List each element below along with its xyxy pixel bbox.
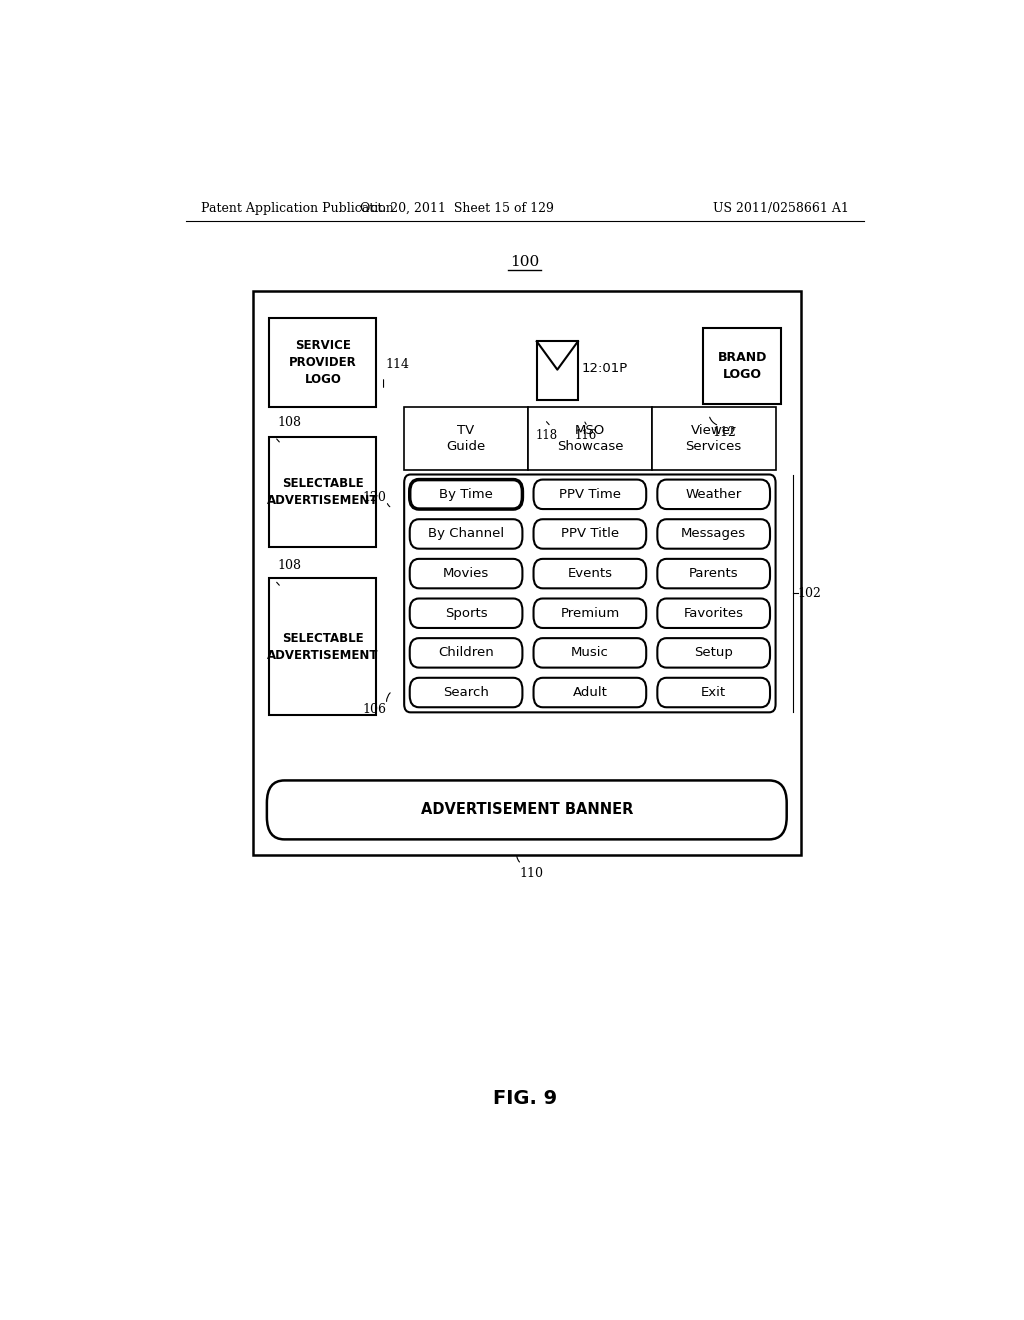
Text: 106: 106: [362, 702, 387, 715]
Text: Children: Children: [438, 647, 494, 660]
FancyBboxPatch shape: [657, 558, 770, 589]
FancyBboxPatch shape: [410, 598, 522, 628]
Text: PPV Title: PPV Title: [561, 528, 618, 540]
Text: TV
Guide: TV Guide: [446, 425, 485, 454]
Text: Viewer
Services: Viewer Services: [685, 425, 741, 454]
Text: PPV Time: PPV Time: [559, 488, 621, 500]
Text: MSO
Showcase: MSO Showcase: [557, 425, 624, 454]
FancyBboxPatch shape: [651, 408, 775, 470]
Text: SERVICE
PROVIDER
LOGO: SERVICE PROVIDER LOGO: [289, 339, 356, 387]
Text: 116: 116: [574, 429, 597, 442]
Text: Oct. 20, 2011  Sheet 15 of 129: Oct. 20, 2011 Sheet 15 of 129: [360, 202, 554, 215]
Text: By Channel: By Channel: [428, 528, 504, 540]
Text: Search: Search: [443, 686, 489, 700]
Text: Favorites: Favorites: [684, 607, 743, 619]
FancyBboxPatch shape: [269, 578, 377, 715]
FancyBboxPatch shape: [534, 598, 646, 628]
Text: 12:01P: 12:01P: [582, 362, 628, 375]
Text: 102: 102: [798, 587, 821, 599]
FancyBboxPatch shape: [537, 342, 578, 400]
FancyBboxPatch shape: [253, 290, 801, 854]
Text: SELECTABLE
ADVERTISEMENT: SELECTABLE ADVERTISEMENT: [267, 632, 379, 661]
Text: Parents: Parents: [689, 568, 738, 579]
Text: 110: 110: [519, 867, 544, 880]
Text: Music: Music: [571, 647, 609, 660]
FancyBboxPatch shape: [657, 598, 770, 628]
FancyBboxPatch shape: [410, 479, 522, 510]
FancyBboxPatch shape: [410, 558, 522, 589]
Text: BRAND
LOGO: BRAND LOGO: [718, 351, 767, 381]
FancyBboxPatch shape: [528, 408, 652, 470]
FancyBboxPatch shape: [657, 677, 770, 708]
Text: Events: Events: [567, 568, 612, 579]
FancyBboxPatch shape: [657, 479, 770, 510]
FancyBboxPatch shape: [269, 437, 377, 546]
Text: 108: 108: [278, 416, 301, 429]
FancyBboxPatch shape: [269, 318, 377, 408]
FancyBboxPatch shape: [410, 677, 522, 708]
FancyBboxPatch shape: [534, 558, 646, 589]
FancyBboxPatch shape: [534, 519, 646, 549]
Text: Setup: Setup: [694, 647, 733, 660]
Text: 108: 108: [278, 560, 301, 572]
Text: US 2011/0258661 A1: US 2011/0258661 A1: [713, 202, 849, 215]
Text: FIG. 9: FIG. 9: [493, 1089, 557, 1107]
Text: SELECTABLE
ADVERTISEMENT: SELECTABLE ADVERTISEMENT: [267, 477, 379, 507]
Text: 100: 100: [510, 255, 540, 269]
FancyBboxPatch shape: [703, 329, 781, 404]
Text: Messages: Messages: [681, 528, 746, 540]
Text: Movies: Movies: [443, 568, 489, 579]
FancyBboxPatch shape: [534, 638, 646, 668]
Text: Sports: Sports: [444, 607, 487, 619]
FancyBboxPatch shape: [267, 780, 786, 840]
Text: 120: 120: [362, 491, 387, 504]
FancyBboxPatch shape: [404, 408, 528, 470]
FancyBboxPatch shape: [657, 638, 770, 668]
Text: By Time: By Time: [439, 488, 493, 500]
FancyBboxPatch shape: [410, 519, 522, 549]
Text: Exit: Exit: [701, 686, 726, 700]
FancyBboxPatch shape: [657, 519, 770, 549]
FancyBboxPatch shape: [534, 677, 646, 708]
FancyBboxPatch shape: [534, 479, 646, 510]
Text: Patent Application Publication: Patent Application Publication: [201, 202, 394, 215]
Text: 118: 118: [536, 429, 557, 442]
Text: 114: 114: [386, 358, 410, 371]
Text: Weather: Weather: [685, 488, 741, 500]
FancyBboxPatch shape: [410, 638, 522, 668]
Text: ADVERTISEMENT BANNER: ADVERTISEMENT BANNER: [421, 803, 633, 817]
Text: 112: 112: [712, 426, 736, 440]
FancyBboxPatch shape: [404, 474, 775, 713]
Text: Premium: Premium: [560, 607, 620, 619]
Text: Adult: Adult: [572, 686, 607, 700]
